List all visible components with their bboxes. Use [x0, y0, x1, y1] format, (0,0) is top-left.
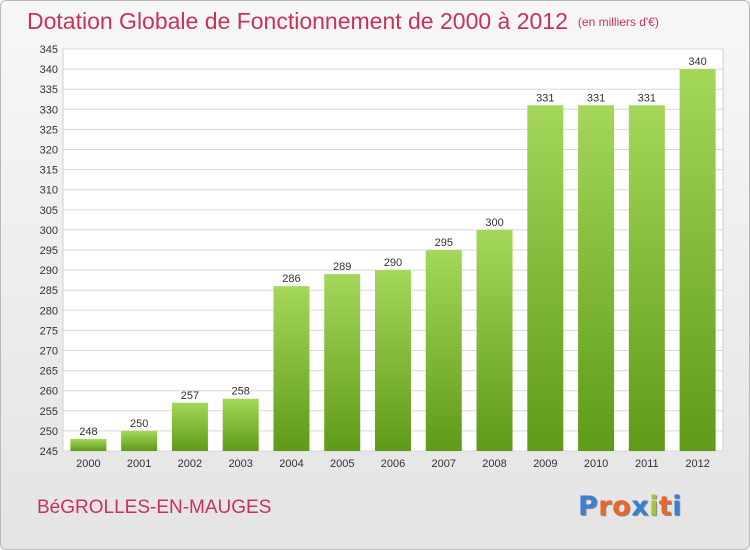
value-label: 286: [282, 273, 300, 285]
x-tick-label: 2003: [228, 458, 252, 470]
y-tick-label: 290: [40, 265, 58, 277]
y-tick-label: 250: [40, 426, 58, 438]
bar-series: [70, 69, 716, 451]
logo-letter: t: [658, 491, 673, 522]
y-tick-label: 330: [40, 104, 58, 116]
value-label: 331: [587, 92, 605, 104]
value-label: 250: [130, 418, 148, 430]
x-tick-label: 2004: [279, 458, 303, 470]
value-label: 289: [333, 261, 351, 273]
y-tick-label: 295: [40, 245, 58, 257]
bar: [222, 398, 259, 451]
y-tick-label: 300: [40, 225, 58, 237]
x-tick-label: 2005: [330, 458, 354, 470]
logo-letter: o: [612, 491, 632, 522]
bar: [425, 250, 462, 451]
y-tick-label: 345: [40, 44, 58, 56]
value-label: 300: [485, 217, 503, 229]
chart-title-text: Dotation Globale de Fonctionnement de 20…: [27, 8, 568, 34]
logo-letter: i: [672, 491, 683, 522]
x-tick-label: 2009: [533, 458, 557, 470]
x-tick-label: 2008: [482, 458, 506, 470]
x-tick-label: 2001: [127, 458, 151, 470]
value-label: 295: [435, 237, 453, 249]
logo-letter: r: [598, 491, 613, 522]
y-tick-label: 255: [40, 406, 58, 418]
y-tick-label: 265: [40, 366, 58, 378]
y-tick-label: 280: [40, 305, 58, 317]
bar: [273, 286, 310, 451]
x-tick-label: 2012: [685, 458, 709, 470]
bar: [679, 69, 716, 451]
logo-letter: i: [649, 491, 659, 522]
x-tick-label: 2011: [635, 458, 659, 470]
y-tick-label: 335: [40, 84, 58, 96]
bar: [476, 229, 513, 451]
x-tick-label: 2000: [76, 458, 100, 470]
bar: [171, 402, 208, 451]
x-axis-labels: 2000 2001 2002 2003 2004 2005 2006 2007 2008 2009…: [76, 458, 710, 470]
x-tick-label: 2010: [584, 458, 608, 470]
value-label: 248: [79, 426, 97, 438]
logo-letter: x: [631, 491, 650, 522]
x-tick-label: 2007: [432, 458, 456, 470]
value-label: 331: [536, 92, 554, 104]
y-tick-label: 340: [40, 64, 58, 76]
bar: [628, 105, 665, 451]
y-tick-label: 325: [40, 124, 58, 136]
bar: [375, 270, 411, 451]
value-label: 331: [638, 92, 656, 104]
y-tick-label: 315: [40, 165, 58, 177]
chart-unit: (en milliers d'€): [577, 15, 659, 29]
y-tick-label: 275: [40, 325, 58, 337]
value-labels: 248 250 257 258 286 289 290 295 300 331 331 331 340: [79, 56, 707, 438]
value-label: 290: [384, 257, 402, 269]
y-tick-label: 260: [40, 386, 58, 398]
proxiti-logo: Proxiti: [578, 491, 682, 522]
x-tick-label: 2006: [381, 458, 405, 470]
y-tick-label: 310: [40, 185, 58, 197]
bar: [324, 274, 361, 451]
logo-letter: P: [578, 491, 599, 522]
y-tick-label: 305: [40, 205, 58, 217]
x-tick-label: 2002: [178, 458, 202, 470]
bar: [578, 105, 615, 451]
chart-title: Dotation Globale de Fonctionnement de 20…: [27, 8, 659, 35]
value-label: 340: [688, 56, 706, 68]
value-label: 258: [232, 386, 250, 398]
bar: [70, 438, 107, 451]
y-axis-labels: 245 250 255 260 265 270 275 280 285 290 295 300 305 3…: [40, 44, 58, 458]
commune-name: BéGROLLES-EN-MAUGES: [37, 497, 272, 518]
y-tick-label: 245: [40, 446, 58, 458]
bar: [121, 430, 158, 451]
y-tick-label: 270: [40, 346, 58, 358]
bar: [527, 105, 564, 451]
value-label: 257: [181, 390, 199, 402]
y-tick-label: 320: [40, 145, 58, 157]
y-tick-label: 285: [40, 285, 58, 297]
